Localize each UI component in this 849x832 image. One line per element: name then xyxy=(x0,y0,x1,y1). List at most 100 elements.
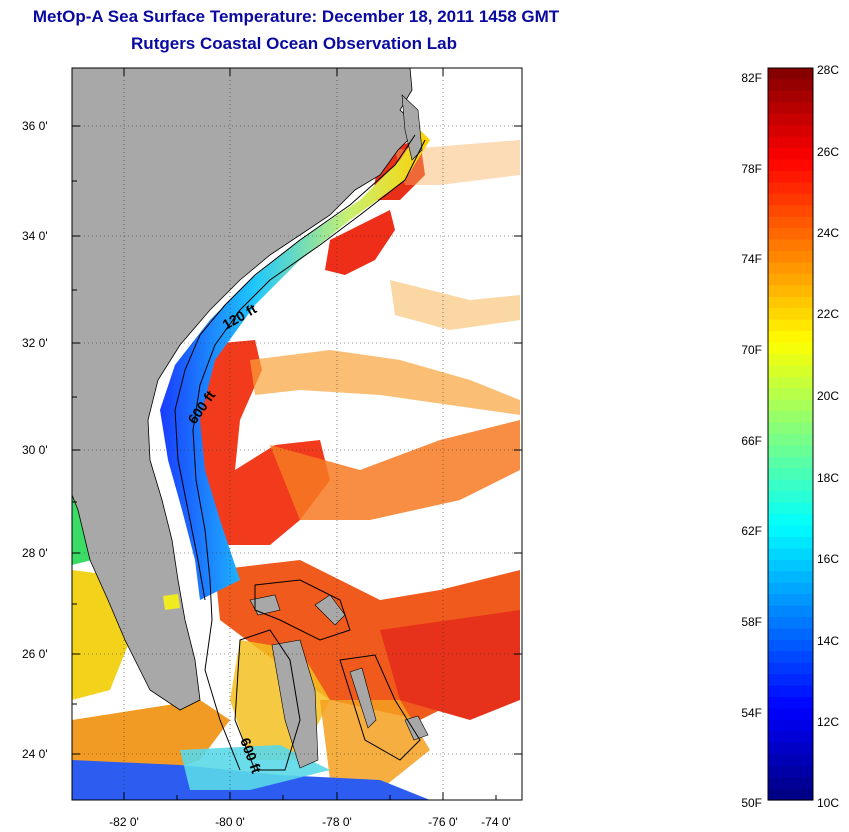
colorbar-f-label: 58F xyxy=(741,615,762,629)
colorbar-c-label: 18C xyxy=(817,471,839,485)
colorbar-step xyxy=(768,445,813,458)
colorbar-step xyxy=(768,685,813,698)
colorbar-step xyxy=(768,742,813,755)
colorbar-step xyxy=(768,479,813,492)
lat-label: 26 0' xyxy=(22,647,48,661)
colorbar-step xyxy=(768,125,813,138)
colorbar-c-label: 26C xyxy=(817,145,839,159)
colorbar-step xyxy=(768,731,813,744)
colorbar-f-labels: 82F 78F 74F 70F 66F 62F 58F 54F 50F xyxy=(741,71,762,810)
colorbar-c-label: 22C xyxy=(817,307,839,321)
colorbar-c-label: 14C xyxy=(817,634,839,648)
lon-label: -76 0' xyxy=(428,815,458,829)
colorbar-c-label: 20C xyxy=(817,389,839,403)
lon-label: -82 0' xyxy=(109,815,139,829)
colorbar-c-label: 28C xyxy=(817,63,839,77)
colorbar-f-label: 82F xyxy=(741,71,762,85)
colorbar-frame xyxy=(767,67,814,801)
contour-bank xyxy=(339,654,421,761)
bahama-island xyxy=(404,715,429,741)
colorbar-step xyxy=(768,68,813,81)
colorbar-step xyxy=(768,273,813,286)
colorbar-step xyxy=(768,331,813,344)
colorbar-f-label: 70F xyxy=(741,343,762,357)
lake-okeechobee xyxy=(163,594,180,610)
colorbar-step xyxy=(768,411,813,424)
colorbar-f-label: 50F xyxy=(741,796,762,810)
colorbar-c-label: 16C xyxy=(817,552,839,566)
colorbar-c-label: 12C xyxy=(817,715,839,729)
colorbar-step xyxy=(768,228,813,241)
colorbar-step xyxy=(768,674,813,687)
colorbar-step xyxy=(768,434,813,447)
graticule xyxy=(72,68,522,800)
colorbar-step xyxy=(768,136,813,149)
map-area: 120 ft 600 ft 600 ft xyxy=(72,68,522,800)
colorbar-step xyxy=(768,422,813,435)
colorbar-step xyxy=(768,262,813,275)
colorbar-step xyxy=(768,353,813,366)
colorbar-step xyxy=(768,205,813,218)
colorbar-step xyxy=(768,90,813,103)
sst-warm-region xyxy=(72,140,520,800)
colorbar-step xyxy=(768,788,813,801)
colorbar-f-label: 78F xyxy=(741,162,762,176)
colorbar-step xyxy=(768,777,813,790)
colorbar-step xyxy=(768,376,813,389)
colorbar-step xyxy=(768,559,813,572)
lat-label: 32 0' xyxy=(22,336,48,350)
colorbar-step xyxy=(768,662,813,675)
colorbar-step xyxy=(768,308,813,321)
colorbar-step xyxy=(768,388,813,401)
lon-label: -80 0' xyxy=(215,815,245,829)
colorbar-step xyxy=(768,319,813,332)
colorbar-step xyxy=(768,285,813,298)
map-subtitle: Rutgers Coastal Ocean Observation Lab xyxy=(131,34,457,53)
lat-label: 34 0' xyxy=(22,229,48,243)
bahama-island xyxy=(349,667,377,729)
colorbar-step xyxy=(768,342,813,355)
land-mass xyxy=(72,68,421,711)
colorbar-f-label: 74F xyxy=(741,252,762,266)
colorbar-step xyxy=(768,193,813,206)
colorbar-step xyxy=(768,697,813,710)
colorbar-step xyxy=(768,639,813,652)
colorbar xyxy=(768,68,813,801)
colorbar-step xyxy=(768,170,813,183)
colorbar-c-label: 10C xyxy=(817,796,839,810)
colorbar-step xyxy=(768,525,813,538)
colorbar-step xyxy=(768,651,813,664)
lat-label: 28 0' xyxy=(22,546,48,560)
lon-label: -74 0' xyxy=(481,815,511,829)
lat-label: 30 0' xyxy=(22,443,48,457)
colorbar-step xyxy=(768,159,813,172)
colorbar-step xyxy=(768,571,813,584)
axis-ticks xyxy=(72,68,522,800)
lon-label: -78 0' xyxy=(322,815,352,829)
colorbar-step xyxy=(768,468,813,481)
contour-bank xyxy=(234,629,301,771)
colorbar-step xyxy=(768,514,813,527)
contour-120ft xyxy=(174,134,416,601)
colorbar-step xyxy=(768,456,813,469)
colorbar-step xyxy=(768,502,813,515)
colorbar-step xyxy=(768,605,813,618)
contour-600ft xyxy=(192,139,426,771)
colorbar-step xyxy=(768,628,813,641)
andros-island xyxy=(271,639,319,769)
map-frame xyxy=(71,67,523,801)
colorbar-step xyxy=(768,491,813,504)
colorbar-step xyxy=(768,79,813,92)
colorbar-step xyxy=(768,719,813,732)
contour-bank xyxy=(254,579,351,641)
colorbar-step xyxy=(768,536,813,549)
colorbar-step xyxy=(768,617,813,630)
colorbar-step xyxy=(768,239,813,252)
colorbar-step xyxy=(768,365,813,378)
map-title: MetOp-A Sea Surface Temperature: Decembe… xyxy=(32,7,560,26)
colorbar-step xyxy=(768,754,813,767)
colorbar-step xyxy=(768,182,813,195)
colorbar-step xyxy=(768,548,813,561)
colorbar-step xyxy=(768,102,813,115)
